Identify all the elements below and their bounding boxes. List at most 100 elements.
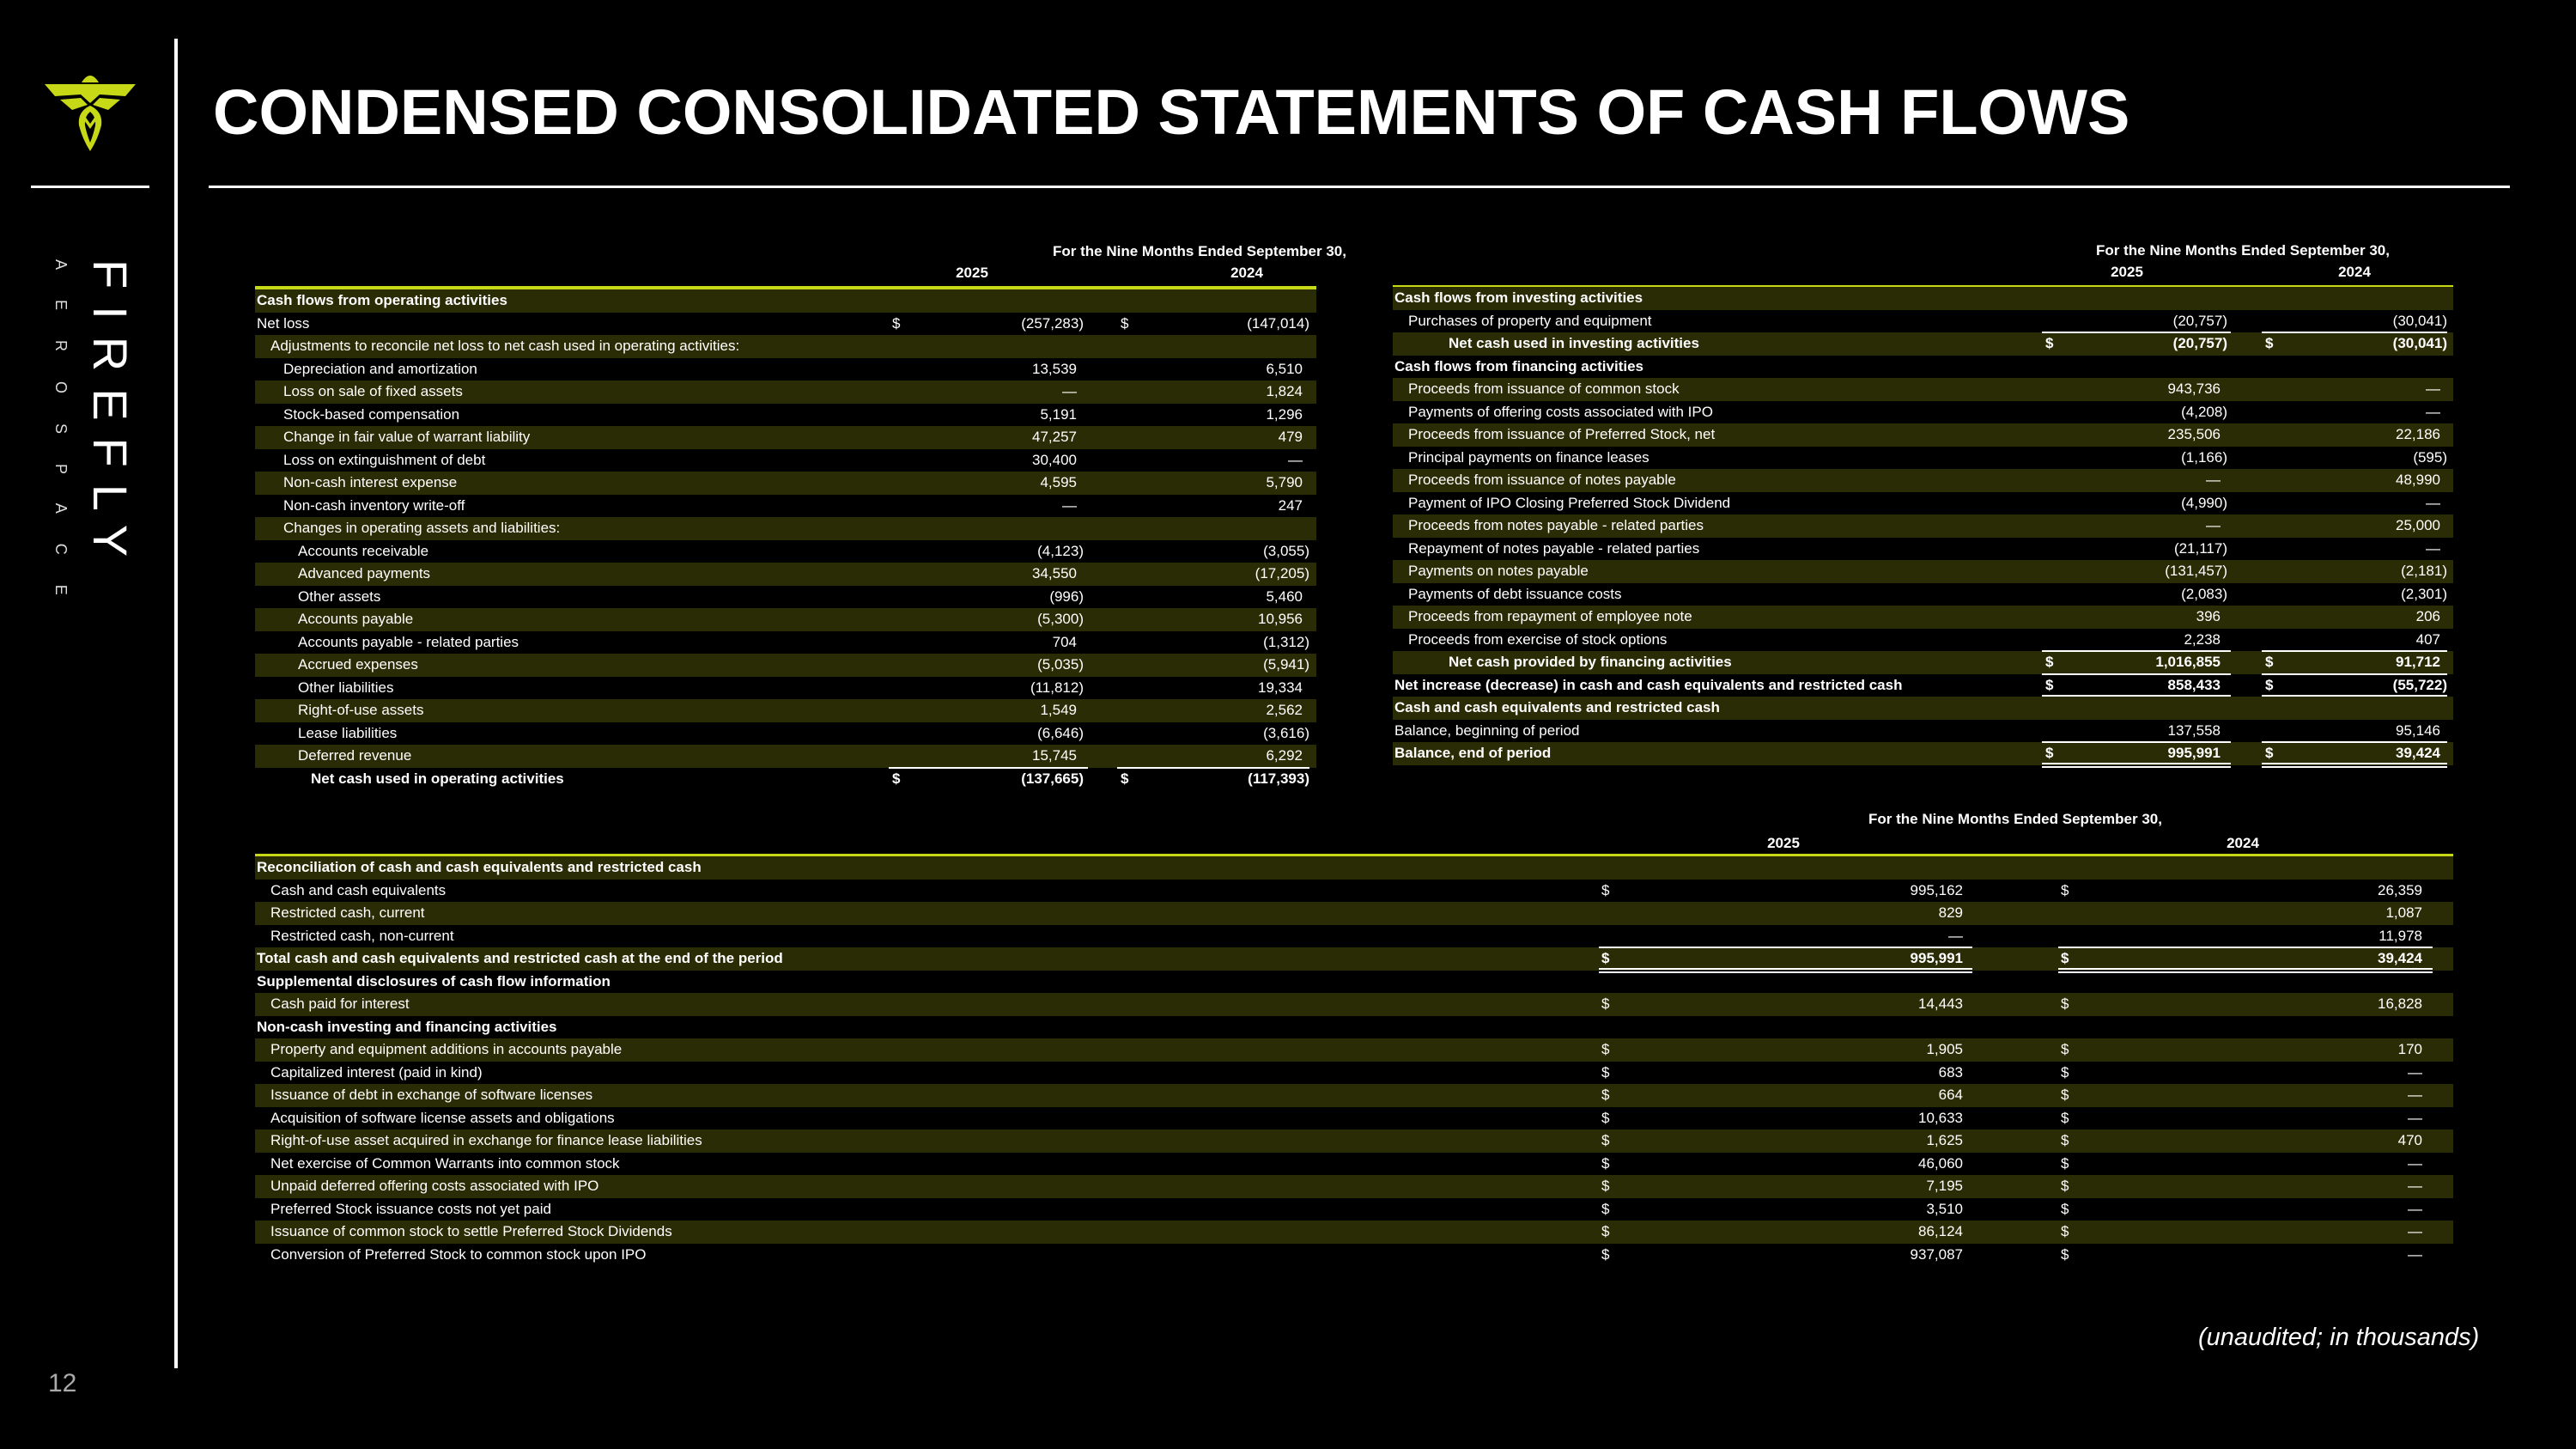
- amount-2025: —: [2206, 472, 2221, 488]
- dollar-sign: $: [2061, 881, 2069, 898]
- table-row: Total cash and cash equivalents and rest…: [255, 947, 2453, 973]
- table-row: Net loss $ (257,283) $ (147,014): [255, 313, 1316, 336]
- amount-2025: 3,510: [1926, 1200, 1963, 1217]
- dollar-sign: $: [2265, 676, 2274, 693]
- amount-2024: —: [2408, 1200, 2422, 1217]
- row-label: Cash and cash equivalents and restricted…: [1394, 699, 1720, 715]
- dollar-sign: $: [2061, 950, 2069, 966]
- table-row: Lease liabilities (6,646) (3,616): [255, 722, 1316, 746]
- amount-2025: (2,083): [2181, 585, 2227, 602]
- table-row: Cash and cash equivalents and restricted…: [1393, 697, 2453, 720]
- table-row: Right-of-use asset acquired in exchange …: [255, 1129, 2453, 1153]
- vertical-divider: [174, 39, 178, 1368]
- title-divider: [209, 186, 2510, 188]
- total-rule: [2262, 673, 2447, 675]
- total-underline: [2042, 695, 2231, 697]
- amount-2025: 10,633: [1918, 1109, 1963, 1126]
- table-row: Non-cash interest expense 4,595 5,790: [255, 472, 1316, 495]
- amount-2025: 683: [1938, 1063, 1963, 1081]
- amount-2025: 47,257: [1032, 429, 1077, 445]
- amount-2025: 396: [2196, 608, 2221, 624]
- table-row: Net cash used in investing activities $ (2…: [1393, 332, 2453, 356]
- table-row: Acquisition of software license assets a…: [255, 1107, 2453, 1130]
- row-label: Preferred Stock issuance costs not yet p…: [270, 1200, 551, 1217]
- dollar-sign: $: [2061, 1063, 2069, 1081]
- row-label: Proceeds from issuance of Preferred Stoc…: [1408, 426, 1716, 442]
- page-title: CONDENSED CONSOLIDATED STATEMENTS OF CAS…: [213, 76, 2130, 148]
- year-header: 2024: [2338, 264, 2371, 280]
- dollar-sign: $: [2061, 1223, 2069, 1239]
- period-header: For the Nine Months Ended September 30,: [2096, 242, 2390, 259]
- double-underline: [2042, 765, 2231, 768]
- amount-2024: 39,424: [2396, 745, 2440, 761]
- table-row: Capitalized interest (paid in kind) $683 $…: [255, 1062, 2453, 1085]
- table-row: Unpaid deferred offering costs associate…: [255, 1175, 2453, 1198]
- table-row: Depreciation and amortization 13,539 6,510: [255, 358, 1316, 381]
- row-label: Principal payments on finance leases: [1408, 448, 1649, 466]
- amount-2025: (21,117): [2173, 539, 2227, 557]
- year-header: 2025: [2111, 264, 2143, 280]
- amount-2024: 91,712: [2396, 654, 2440, 670]
- amount-2024: (17,205): [1255, 565, 1309, 581]
- dollar-sign: $: [1601, 1200, 1610, 1217]
- dollar-sign: $: [2265, 654, 2274, 670]
- accent-rule: [255, 286, 1316, 289]
- double-underline: [2058, 967, 2433, 970]
- year-header: 2024: [2227, 835, 2259, 851]
- table-row: Deferred revenue 15,745 6,292: [255, 745, 1316, 768]
- amount-2025: (137,665): [1021, 770, 1084, 787]
- row-label: Other assets: [298, 588, 381, 605]
- double-underline: [1599, 967, 1972, 970]
- amount-2025: —: [1062, 496, 1077, 514]
- amount-2025: 4,595: [1040, 474, 1077, 490]
- dollar-sign: $: [2061, 1245, 2069, 1263]
- table-row: Loss on sale of fixed assets — 1,824: [255, 381, 1316, 404]
- amount-2024: (30,041): [2392, 335, 2447, 351]
- row-label: Proceeds from notes payable - related pa…: [1408, 517, 1704, 533]
- row-label: Issuance of debt in exchange of software…: [270, 1087, 593, 1103]
- logo-divider: [31, 186, 149, 188]
- table-row: Purchases of property and equipment (20,7…: [1393, 310, 2453, 333]
- table-row: Proceeds from notes payable - related pa…: [1393, 514, 2453, 538]
- amount-2025: (996): [1049, 588, 1084, 605]
- amount-2025: 1,905: [1926, 1041, 1963, 1057]
- accent-rule: [255, 854, 2453, 857]
- row-label: Payments of offering costs associated wi…: [1408, 403, 1713, 420]
- table-row: Other assets (996) 5,460: [255, 586, 1316, 609]
- amount-2025: 86,124: [1918, 1223, 1963, 1239]
- dollar-sign: $: [2045, 676, 2054, 693]
- amount-2024: (117,393): [1248, 770, 1309, 787]
- row-label: Property and equipment additions in acco…: [270, 1041, 623, 1057]
- amount-2024: 19,334: [1258, 679, 1303, 696]
- dollar-sign: $: [1601, 1245, 1610, 1263]
- dollar-sign: $: [2061, 1200, 2069, 1217]
- row-label: Cash flows from operating activities: [257, 292, 507, 308]
- operating-cash-flows-table: For the Nine Months Ended September 30, 2…: [255, 243, 1346, 793]
- dollar-sign: $: [1601, 881, 1610, 898]
- amount-2024: 206: [2415, 608, 2440, 624]
- amount-2025: 13,539: [1032, 360, 1077, 377]
- table-row: Net increase (decrease) in cash and cash…: [1393, 673, 2453, 697]
- row-label: Net cash used in operating activities: [311, 770, 564, 787]
- row-label: Non-cash investing and financing activit…: [257, 1018, 557, 1035]
- row-label: Accounts receivable: [298, 542, 429, 559]
- row-label: Total cash and cash equivalents and rest…: [257, 950, 783, 966]
- investing-financing-cash-flows-table: For the Nine Months Ended September 30, 2…: [1393, 242, 2453, 775]
- row-label: Adjustments to reconcile net loss to net…: [270, 338, 740, 354]
- amount-2024: —: [2408, 1223, 2422, 1239]
- amount-2025: (4,123): [1037, 542, 1084, 559]
- dollar-sign: $: [2061, 1109, 2069, 1126]
- table-row: Cash flows from operating activities: [255, 289, 1316, 313]
- row-label: Proceeds from issuance of common stock: [1408, 381, 1680, 397]
- amount-2024: 5,460: [1266, 588, 1303, 605]
- total-rule: [889, 766, 1088, 769]
- total-rule: [2262, 332, 2447, 333]
- table-row: Balance, beginning of period 137,558 95,14…: [1393, 720, 2453, 743]
- row-label: Cash and cash equivalents: [270, 881, 447, 898]
- amount-2024: 1,296: [1266, 405, 1303, 423]
- amount-2025: (4,208): [2181, 403, 2227, 420]
- total-rule: [2042, 332, 2231, 333]
- amount-2025: 46,060: [1918, 1154, 1963, 1172]
- amount-2025: (20,757): [2172, 312, 2227, 329]
- row-label: Cash flows from investing activities: [1394, 289, 1643, 306]
